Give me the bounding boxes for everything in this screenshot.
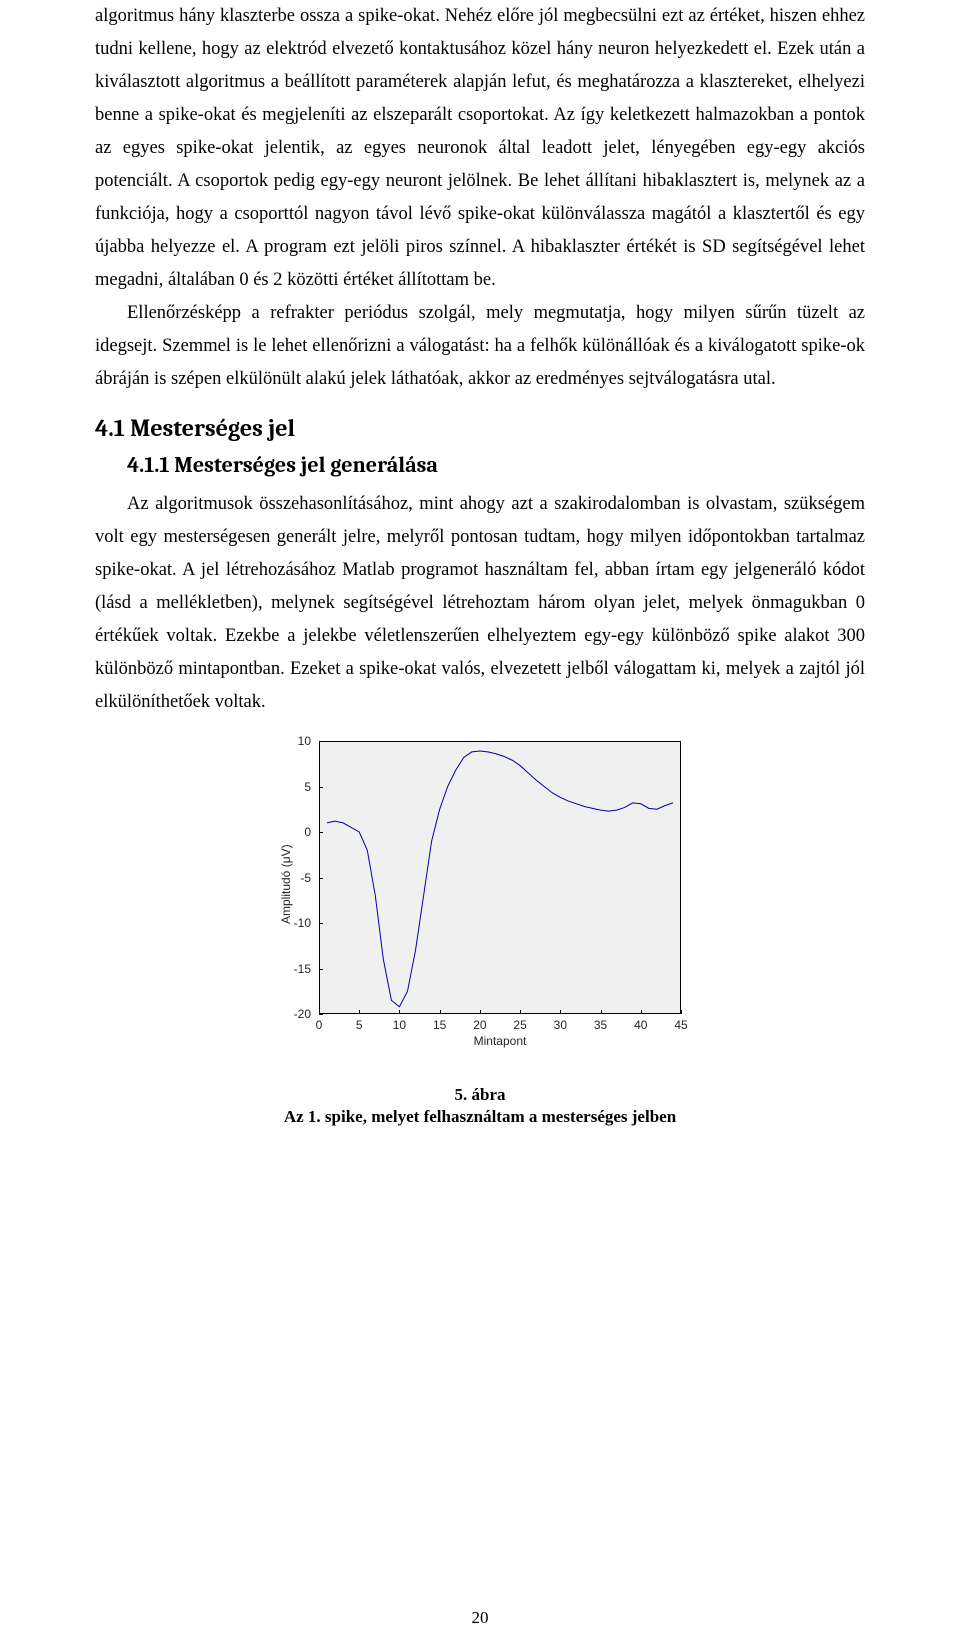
- paragraph-2: Ellenőrzésképp a refrakter periódus szol…: [95, 297, 865, 396]
- figure-5-text: Az 1. spike, melyet felhasználtam a mest…: [284, 1107, 676, 1126]
- page: algoritmus hány klaszterbe ossza a spike…: [0, 0, 960, 1644]
- spike-chart: -20-15-10-50510051015202530354045Amplitu…: [265, 731, 695, 1049]
- subsection-heading-4-1-1: 4.1.1 Mesterséges jel generálása: [127, 452, 865, 478]
- figure-5: -20-15-10-50510051015202530354045Amplitu…: [95, 731, 865, 1128]
- page-number: 20: [0, 1608, 960, 1628]
- figure-5-caption: 5. ábra Az 1. spike, melyet felhasználta…: [95, 1084, 865, 1128]
- paragraph-1: algoritmus hány klaszterbe ossza a spike…: [95, 0, 865, 297]
- chart-series: [265, 731, 695, 1049]
- section-heading-4-1: 4.1 Mesterséges jel: [95, 414, 865, 442]
- paragraph-3: Az algoritmusok összehasonlításához, min…: [95, 488, 865, 719]
- figure-5-number: 5. ábra: [455, 1085, 506, 1104]
